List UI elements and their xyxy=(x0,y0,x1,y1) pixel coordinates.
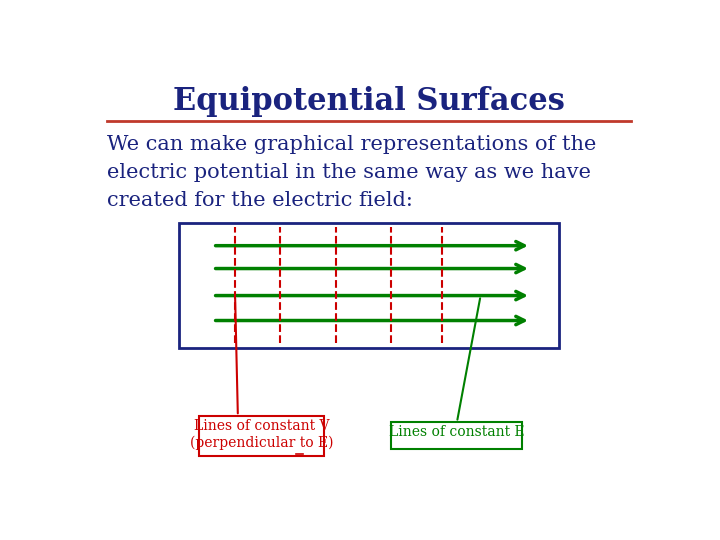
Bar xyxy=(179,223,559,348)
Bar xyxy=(392,422,523,449)
Text: Equipotential Surfaces: Equipotential Surfaces xyxy=(173,85,565,117)
Bar xyxy=(199,416,324,456)
Text: We can make graphical representations of the
electric potential in the same way : We can make graphical representations of… xyxy=(107,136,596,211)
Text: Lines of constant E: Lines of constant E xyxy=(389,425,525,439)
Text: Lines of constant V
(perpendicular to E): Lines of constant V (perpendicular to E) xyxy=(190,420,333,450)
